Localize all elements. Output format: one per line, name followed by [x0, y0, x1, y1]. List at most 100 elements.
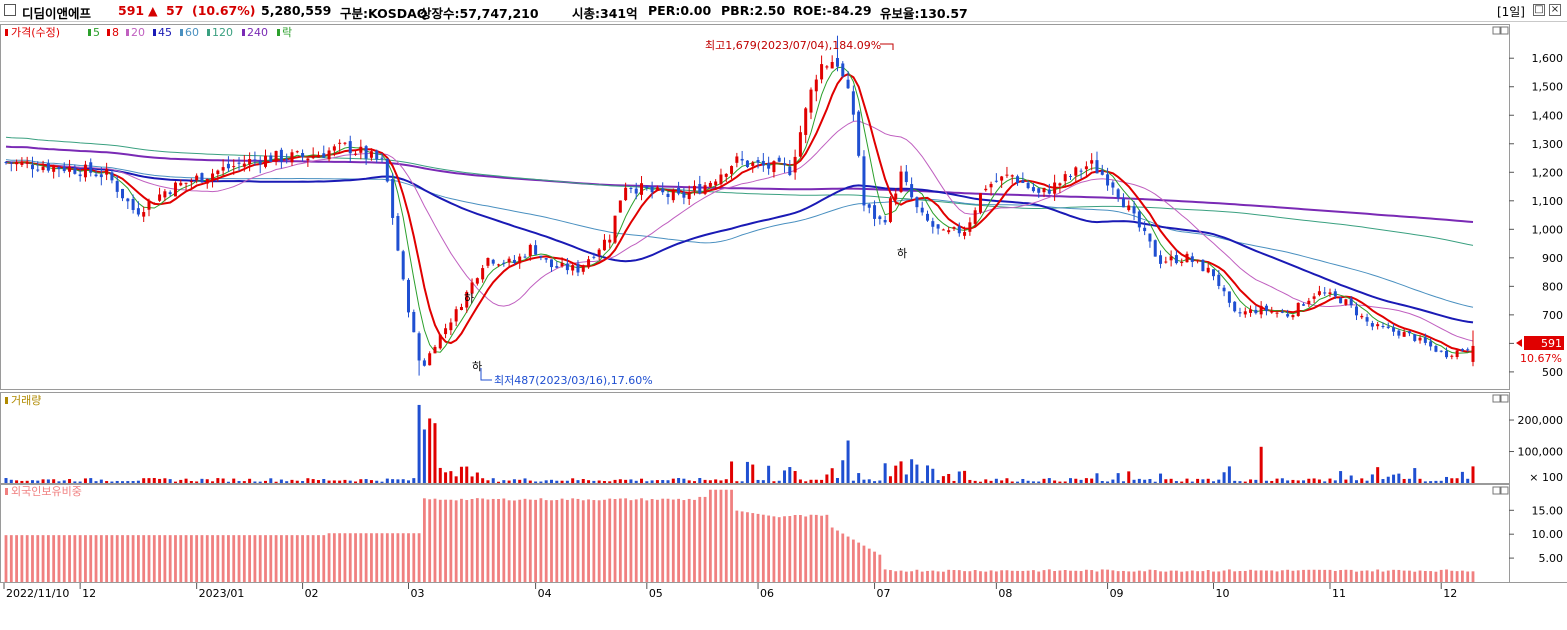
foreign-bar — [555, 500, 559, 582]
candle-body — [152, 202, 156, 204]
close-icon[interactable]: × — [1549, 4, 1561, 16]
foreign-bar — [756, 513, 760, 582]
date-tick-label: 05 — [649, 587, 663, 600]
foreign-bar — [1190, 570, 1194, 582]
volume-bar — [1016, 481, 1020, 483]
period-selector[interactable]: [1일] — [1496, 5, 1525, 19]
candle-body — [1180, 261, 1184, 263]
foreign-bar — [592, 500, 596, 582]
candle-body — [1370, 323, 1374, 327]
volume-bar — [1021, 478, 1025, 483]
volume-bar — [1010, 481, 1014, 483]
volume-bar — [1132, 479, 1136, 483]
volume-bar — [814, 479, 818, 483]
volume-bar — [396, 479, 400, 483]
volume-bar — [290, 479, 294, 483]
volume-bar — [1190, 481, 1194, 483]
volume-bar — [195, 481, 199, 483]
candle-body — [581, 265, 585, 272]
volume-bar — [1058, 481, 1062, 483]
candle-body — [936, 224, 940, 229]
volume-bar — [963, 470, 967, 483]
foreign-bar — [258, 535, 262, 582]
foreign-bar — [703, 496, 707, 582]
foreign-bar — [486, 499, 490, 582]
panel-restore-icon-2 — [1492, 486, 1501, 495]
volume-bar — [1460, 471, 1464, 483]
volume-bar — [973, 480, 977, 483]
candle-body — [984, 188, 988, 191]
price-legend: 가격(수정) 5 8 20 45 60 120 240 락 — [5, 26, 292, 39]
foreign-bar — [1286, 569, 1290, 582]
foreign-bar — [820, 515, 823, 582]
candle-body — [1392, 327, 1396, 332]
volume-bar — [1238, 481, 1242, 483]
foreign-bar — [1153, 570, 1157, 582]
candle-body — [1227, 291, 1231, 303]
volume-bar — [841, 460, 845, 483]
foreign-bar — [1079, 571, 1083, 582]
maximize-icon[interactable]: □ — [1533, 4, 1545, 16]
foreign-bar — [825, 514, 829, 582]
candle-body — [9, 162, 13, 164]
candle-body — [1010, 175, 1014, 177]
candle-body — [1037, 188, 1041, 193]
volume-bar — [1286, 480, 1290, 483]
candle-body — [608, 239, 612, 243]
candle-body — [645, 186, 649, 189]
select-checkbox[interactable] — [4, 4, 16, 16]
foreign-bar — [364, 533, 368, 582]
low-label: 최저487(2023/03/16),17.60% — [494, 374, 653, 387]
price-tick-label: 700 — [1542, 309, 1563, 322]
foreign-panel-title: 외국인보유비중 — [11, 485, 82, 498]
foreign-bar — [1423, 570, 1427, 582]
foreign-bar — [264, 535, 267, 582]
candle-body — [110, 172, 114, 181]
volume-bar — [211, 481, 215, 483]
foreign-bar — [719, 489, 723, 582]
volume-bar — [1153, 481, 1157, 483]
volume-bar — [422, 429, 426, 483]
foreign-bar — [793, 514, 797, 582]
candle-body — [486, 257, 490, 266]
volume-bar — [316, 480, 320, 483]
candle-body — [1148, 233, 1152, 242]
foreign-bar — [99, 535, 103, 582]
volume-bar — [1360, 478, 1364, 483]
volume-bar — [1211, 481, 1215, 483]
volume-bar — [555, 480, 559, 483]
foreign-bar — [4, 535, 8, 582]
foreign-bar — [1461, 570, 1464, 582]
foreign-bar — [571, 498, 575, 582]
candle-body — [666, 193, 670, 197]
panel-frames — [0, 24, 1567, 583]
volume-bar — [867, 479, 871, 483]
volume-bar — [534, 481, 538, 483]
volume-bar — [322, 478, 326, 483]
candle-body — [1031, 187, 1035, 192]
candle-body — [30, 164, 34, 170]
foreign-bar — [1222, 570, 1226, 582]
volume-bar — [380, 481, 384, 483]
legend-price-label: 가격(수정) — [11, 26, 60, 39]
foreign-bar — [401, 533, 405, 582]
candle-body — [1286, 314, 1290, 317]
candle-body — [269, 155, 273, 162]
candle-body — [343, 142, 347, 144]
candle-body — [523, 256, 527, 258]
foreign-bar — [889, 570, 892, 582]
foreign-bar — [359, 533, 363, 582]
volume-bar — [454, 476, 458, 483]
volume-bar — [518, 479, 522, 483]
high-arrow-icon — [880, 43, 894, 50]
volume-bar — [571, 478, 575, 483]
volume-bar — [539, 481, 543, 483]
foreign-bar — [147, 535, 151, 582]
foreign-bar — [634, 499, 638, 582]
candle-body — [4, 162, 8, 164]
volume-bar — [1121, 481, 1125, 483]
candle-body — [1264, 305, 1268, 312]
volume-bar — [1201, 479, 1205, 483]
candle-body — [549, 259, 553, 268]
